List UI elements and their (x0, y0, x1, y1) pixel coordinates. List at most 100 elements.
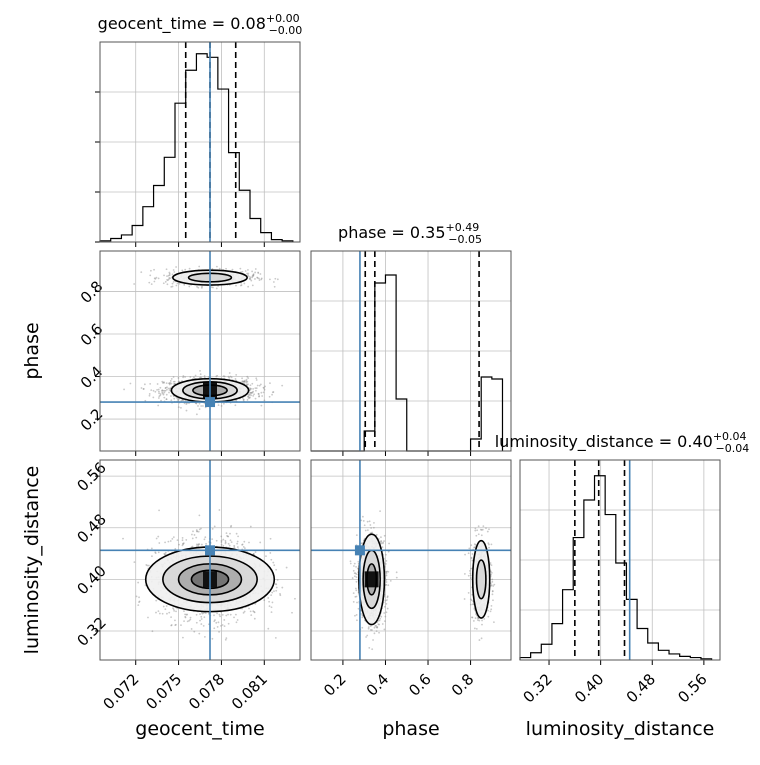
panel-2-0-sample-point (319, 596, 321, 598)
panel-1-0-sample-point (158, 395, 160, 397)
panel-2-0 (100, 460, 321, 660)
panel-2-1-sample-point (367, 529, 369, 531)
panel-2-1-sample-point (385, 563, 387, 565)
panel-1-0-sample-point (173, 383, 175, 385)
panel-1-0-sample-point (261, 395, 263, 397)
panel-2-0-sample-point (233, 617, 235, 619)
panel-1-0-sample-point (257, 272, 259, 274)
panel-1-0-sample-point (149, 395, 151, 397)
panel-1-0-sample-point (193, 376, 195, 378)
panel-2-0-sample-point (184, 616, 186, 618)
panel-1-0-sample-point (252, 395, 254, 397)
panel-1-0-sample-point (204, 375, 206, 377)
panel-2-0-sample-point (279, 593, 281, 595)
panel-2-0-sample-point (214, 525, 216, 527)
panel-1-0-sample-point (197, 287, 199, 289)
panel-2-0-sample-point (276, 587, 278, 589)
panel-2-0-sample-point (196, 531, 198, 533)
panel-1-0-sample-point (228, 377, 230, 379)
panel-1-0-sample-point (166, 268, 168, 270)
panel-2-0-sample-point (182, 637, 184, 639)
panel-2-0-sample-point (235, 614, 237, 616)
panel-2-1-sample-point (386, 611, 388, 613)
panel-1-0-sample-point (216, 266, 218, 268)
panel-2-0-sample-point (248, 542, 250, 544)
panel-1-0-sample-point (269, 396, 271, 398)
panel-2-1-sample-point (354, 563, 356, 565)
panel-2-1-sample-point (368, 647, 370, 649)
panel-2-0-sample-point (254, 618, 256, 620)
panel-1-0-sample-point (198, 266, 200, 268)
panel-1-0-sample-point (200, 373, 202, 375)
panel-2-0-sample-point (271, 606, 273, 608)
panel-1-0-sample-point (158, 389, 160, 391)
panel-1-0-sample-point (173, 269, 175, 271)
panel-2-0-sample-point (133, 561, 135, 563)
panel-1-0-sample-point (202, 405, 204, 407)
panel-2-0-sample-point (174, 620, 176, 622)
panel-2-1-sample-point (355, 572, 357, 574)
panel-2-0-sample-point (294, 598, 296, 600)
panel-1-0-sample-point (169, 273, 171, 275)
panel-1-0-sample-point (245, 270, 247, 272)
panel-2-0-sample-point (227, 535, 229, 537)
panel-1-1-title: phase = 0.35+0.49−0.05 (338, 221, 482, 246)
panel-1-0-sample-point (189, 268, 191, 270)
panel-2-0-sample-point (230, 525, 232, 527)
panel-1-0-sample-point (255, 377, 257, 379)
panel-1-0-sample-point (201, 287, 203, 289)
panel-1-0-sample-point (243, 399, 245, 401)
panel-2-0-sample-point (237, 535, 239, 537)
panel-2-0-sample-point (218, 621, 220, 623)
panel-2-0-sample-point (164, 608, 166, 610)
panel-2-1-sample-point (385, 584, 387, 586)
panel-2-1-plot-area (350, 510, 496, 650)
panel-1-0-sample-point (234, 404, 236, 406)
panel-2-1-sample-point (350, 560, 352, 562)
panel-1-0-sample-point (255, 398, 257, 400)
panel-2-0-sample-point (220, 625, 222, 627)
panel-2-0-sample-point (175, 611, 177, 613)
panel-1-0-sample-point (172, 286, 174, 288)
panel-2-0-sample-point (159, 613, 161, 615)
panel-1-0-sample-point (186, 410, 188, 412)
panel-2-0-sample-point (183, 610, 185, 612)
panel-1-0-sample-point (169, 383, 171, 385)
panel-2-0-sample-point (186, 614, 188, 616)
panel-1-0-sample-point (239, 268, 241, 270)
panel-2-0-sample-point (237, 541, 239, 543)
panel-1-0-sample-point (175, 266, 177, 268)
panel-2-0-sample-point (259, 542, 261, 544)
panel-2-0-sample-point (236, 543, 238, 545)
panel-2-0-sample-point (224, 625, 226, 627)
panel-2-0-sample-point (177, 539, 179, 541)
panel-2-0-sample-point (225, 637, 227, 639)
panel-2-0-sample-point (147, 617, 149, 619)
panel-1-0-sample-point (249, 388, 251, 390)
panel-1-0-sample-point (130, 383, 132, 385)
panel-1-0-sample-point (260, 383, 262, 385)
panel-2-0-sample-point (165, 552, 167, 554)
panel-2-1-sample-point (366, 635, 368, 637)
panel-2-1-sample-point (386, 574, 388, 576)
panel-1-0-sample-point (253, 393, 255, 395)
panel-1-0-sample-point (246, 376, 248, 378)
panel-2-0-sample-point (192, 538, 194, 540)
panel-1-0-sample-point (263, 387, 265, 389)
panel-1-0-sample-point (149, 274, 151, 276)
panel-1-0-sample-point (252, 284, 254, 286)
panel-2-0-sample-point (213, 627, 215, 629)
panel-1-0-sample-point (149, 393, 151, 395)
panel-2-1-sample-point (370, 527, 372, 529)
panel-1-0-sample-point (271, 394, 273, 396)
panel-2-0-sample-point (252, 610, 254, 612)
panel-2-1-sample-point (358, 608, 360, 610)
panel-2-0-sample-point (174, 624, 176, 626)
panel-2-0-sample-point (214, 619, 216, 621)
panel-1-0-sample-point (260, 279, 262, 281)
panel-2-0-sample-point (182, 544, 184, 546)
panel-1-0-sample-point (247, 269, 249, 271)
panel-1-0-sample-point (185, 403, 187, 405)
panel-2-1-sample-point (378, 632, 380, 634)
panel-1-0-sample-point (163, 394, 165, 396)
